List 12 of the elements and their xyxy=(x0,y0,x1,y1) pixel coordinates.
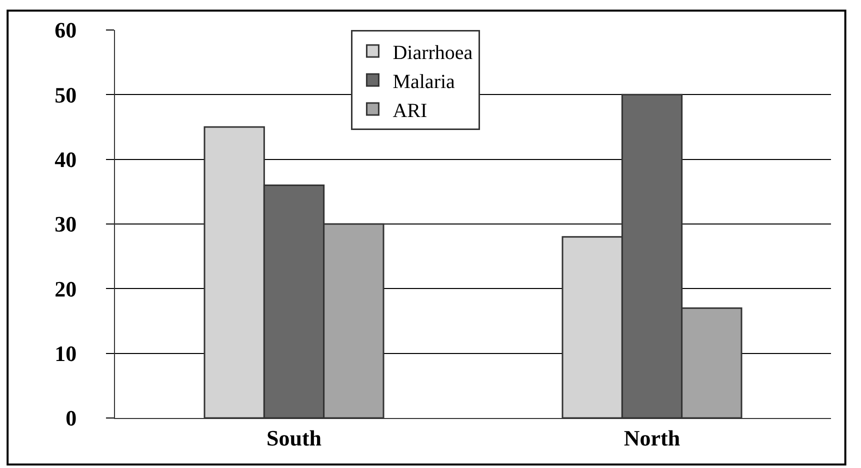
y-tick-label: 0 xyxy=(66,406,77,431)
y-tick-label: 50 xyxy=(54,82,77,108)
y-tick-label: 30 xyxy=(54,212,77,237)
x-tick-label: South xyxy=(266,425,322,450)
y-tick-label: 20 xyxy=(54,276,77,302)
y-tick-label: 10 xyxy=(54,341,77,366)
legend-label: ARI xyxy=(392,100,428,122)
y-tick-label: 40 xyxy=(54,147,77,172)
legend-label: Malaria xyxy=(392,70,456,93)
legend-label: Diarrhoea xyxy=(392,42,473,64)
y-tick-label: 60 xyxy=(54,18,77,43)
x-tick-label: North xyxy=(624,425,680,450)
